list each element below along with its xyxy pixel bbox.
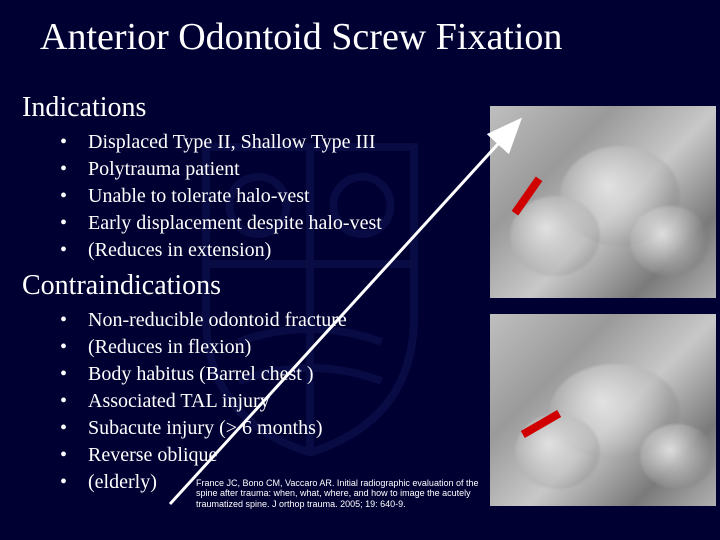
bullet-text: Displaced Type II, Shallow Type III: [88, 130, 382, 155]
bullet-text: Reverse oblique: [88, 443, 347, 468]
bullet-dot-icon: •: [56, 211, 88, 236]
bullet-dot-icon: •: [56, 470, 88, 495]
bullet-text: Subacute injury (> 6 months): [88, 416, 347, 441]
bullet-item: •Reverse oblique: [56, 443, 347, 468]
slide-root: Anterior Odontoid Screw Fixation Indicat…: [0, 0, 720, 540]
bullet-item: •(Reduces in extension): [56, 238, 382, 263]
slide-title: Anterior Odontoid Screw Fixation: [0, 0, 720, 58]
bullet-item: •Polytrauma patient: [56, 157, 382, 182]
citation-text: France JC, Bono CM, Vaccaro AR. Initial …: [196, 478, 496, 509]
bullet-item: •Unable to tolerate halo-vest: [56, 184, 382, 209]
bullet-item: •Early displacement despite halo-vest: [56, 211, 382, 236]
bullet-text: Early displacement despite halo-vest: [88, 211, 382, 236]
bullet-dot-icon: •: [56, 130, 88, 155]
bullet-item: •Body habitus (Barrel chest ): [56, 362, 347, 387]
bullet-item: •(Reduces in flexion): [56, 335, 347, 360]
bullet-dot-icon: •: [56, 335, 88, 360]
contraindications-heading: Contraindications: [22, 270, 221, 302]
xray-shadow: [515, 414, 600, 489]
xray-shadow: [640, 424, 715, 489]
indications-heading: Indications: [22, 92, 146, 124]
bullet-dot-icon: •: [56, 184, 88, 209]
bullet-text: Polytrauma patient: [88, 157, 382, 182]
bullet-item: •Associated TAL injury: [56, 389, 347, 414]
bullet-text: Body habitus (Barrel chest ): [88, 362, 347, 387]
xray-shadow: [630, 206, 710, 276]
bullet-text: Non-reducible odontoid fracture: [88, 308, 347, 333]
bullet-text: (Reduces in flexion): [88, 335, 347, 360]
xray-panel-2: [490, 314, 716, 506]
indications-list: •Displaced Type II, Shallow Type III•Pol…: [56, 130, 382, 265]
bullet-item: •Displaced Type II, Shallow Type III: [56, 130, 382, 155]
bullet-dot-icon: •: [56, 308, 88, 333]
bullet-dot-icon: •: [56, 362, 88, 387]
bullet-item: •Non-reducible odontoid fracture: [56, 308, 347, 333]
bullet-text: (Reduces in extension): [88, 238, 382, 263]
bullet-dot-icon: •: [56, 443, 88, 468]
bullet-dot-icon: •: [56, 157, 88, 182]
bullet-text: Associated TAL injury: [88, 389, 347, 414]
contraindications-list: •Non-reducible odontoid fracture•(Reduce…: [56, 308, 347, 497]
bullet-dot-icon: •: [56, 238, 88, 263]
bullet-item: •Subacute injury (> 6 months): [56, 416, 347, 441]
xray-shadow: [510, 196, 600, 276]
bullet-text: Unable to tolerate halo-vest: [88, 184, 382, 209]
bullet-dot-icon: •: [56, 389, 88, 414]
bullet-dot-icon: •: [56, 416, 88, 441]
